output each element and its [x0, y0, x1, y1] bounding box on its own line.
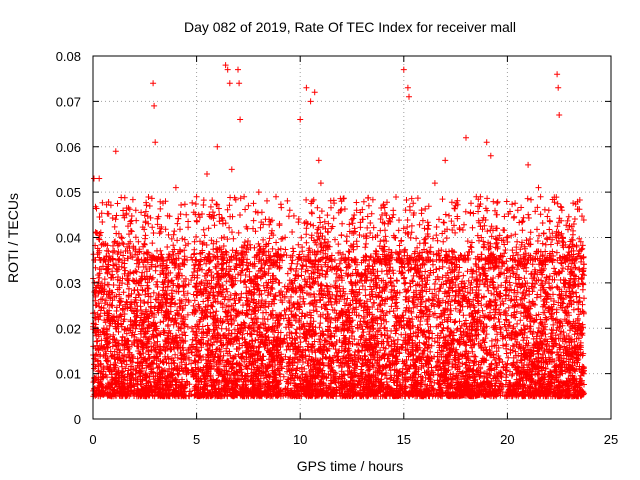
x-tick-labels: 0 5 10 15 20 25 — [89, 432, 618, 447]
y-tick-label: 0.08 — [56, 49, 81, 64]
x-tick-label: 20 — [500, 432, 514, 447]
chart-title: Day 082 of 2019, Rate Of TEC Index for r… — [184, 19, 516, 35]
x-tick-label: 5 — [193, 432, 200, 447]
x-tick-label: 25 — [604, 432, 618, 447]
y-tick-label: 0.01 — [56, 367, 81, 382]
data-points — [90, 62, 587, 400]
x-tick-label: 10 — [293, 432, 307, 447]
y-tick-label: 0.02 — [56, 321, 81, 336]
axis-ticks — [92, 55, 612, 420]
y-tick-label: 0.05 — [56, 185, 81, 200]
scatter-point-markers — [90, 62, 587, 400]
y-tick-labels: 0 0.01 0.02 0.03 0.04 0.05 0.06 0.07 0.08 — [56, 49, 81, 427]
x-axis-label: GPS time / hours — [297, 458, 404, 474]
y-tick-label: 0.04 — [56, 231, 81, 246]
x-tick-label: 0 — [89, 432, 96, 447]
y-tick-label: 0.03 — [56, 276, 81, 291]
y-tick-label: 0.07 — [56, 94, 81, 109]
y-tick-label: 0 — [74, 412, 81, 427]
x-tick-label: 15 — [397, 432, 411, 447]
y-axis-label: ROTI / TECUs — [5, 193, 21, 283]
y-tick-label: 0.06 — [56, 140, 81, 155]
